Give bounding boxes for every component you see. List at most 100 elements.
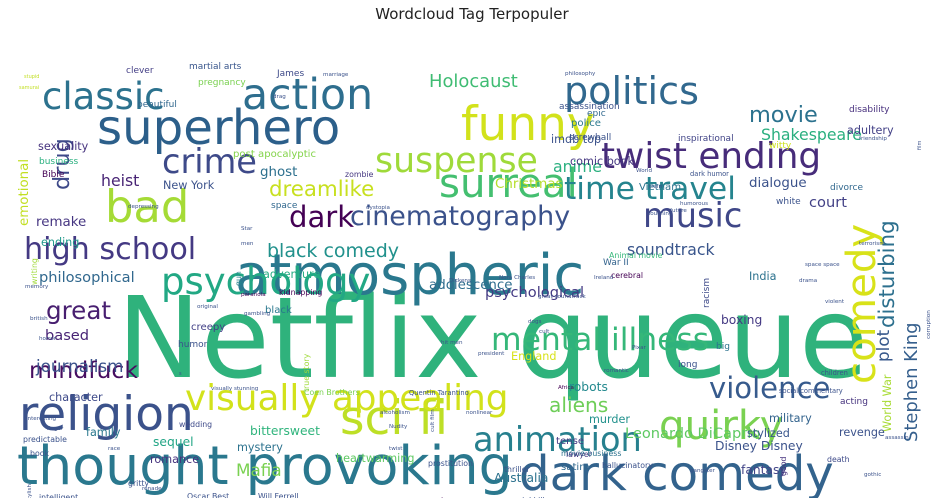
word-war-ii: War II	[603, 258, 629, 268]
word-quentin-tarantino: Quentin Tarantino	[409, 389, 469, 397]
word-british: british	[30, 316, 48, 322]
word-sci-fi: sci fi	[340, 391, 448, 446]
word-nudity: Nudity	[389, 424, 408, 430]
word-classic: classic	[42, 75, 164, 118]
word-romantic: romantic	[604, 368, 629, 374]
word-remake: remake	[36, 215, 86, 230]
word-christmas: Christmas	[495, 177, 563, 192]
word-music: music	[643, 196, 742, 235]
word-leonardo-dicaprio: Leonardo DiCaprio	[625, 425, 760, 442]
word-atmospheric: atmospheric	[235, 243, 584, 308]
word-ending: ending	[41, 236, 79, 249]
word-violence: violence	[709, 371, 830, 405]
word-mindfuck: mindfuck	[29, 356, 138, 384]
word-shakespeare: Shakespeare	[761, 125, 862, 144]
word-oscar-best: Oscar Best	[187, 492, 229, 498]
word-hallucinatory: hallucinatory	[602, 461, 653, 470]
word-screwball: screwball	[569, 133, 611, 143]
word-funny: funny	[461, 97, 595, 152]
word-fantasy: fantasy	[741, 463, 787, 477]
word-quirky: quirky	[659, 402, 784, 449]
word-action: action	[242, 70, 373, 120]
word-character: character	[49, 391, 103, 404]
word-adventure: adventure	[263, 268, 320, 281]
word-story: story	[437, 496, 457, 498]
word-murder: murder	[589, 413, 630, 426]
word-stupid: stupid	[24, 74, 39, 80]
word-sexuality: sexuality	[38, 140, 89, 153]
word-corruption: corruption	[926, 310, 932, 339]
word-twist-ending: twist ending	[601, 136, 821, 177]
word-roger: Roger	[47, 426, 64, 432]
word-dark: dark	[289, 200, 354, 234]
word-social-commentary: social commentary	[779, 387, 843, 395]
word-predictable: predictable	[23, 435, 67, 444]
word-alcoholism: alcoholism	[380, 410, 410, 416]
word-heist: heist	[101, 171, 139, 190]
word-gritty: gritty	[128, 479, 149, 488]
word-emotional: emotional	[17, 159, 32, 226]
word-assassination: assassination	[559, 102, 620, 112]
word-superhero: superhero	[97, 100, 340, 156]
word-writing: writing	[30, 258, 39, 285]
word-stephen-king: Stephen King	[901, 322, 922, 442]
word-long: long	[678, 360, 697, 370]
word-zombie: zombie	[345, 170, 374, 179]
word-cult: cult	[539, 329, 550, 335]
word-paranoia: paranoia	[241, 292, 266, 298]
word-time-travel: time travel	[564, 171, 736, 207]
word-humorous: humorous	[680, 201, 708, 207]
word-great: great	[46, 296, 111, 325]
word-comedy: comedy	[838, 224, 885, 384]
word-children: children	[821, 369, 848, 377]
word-twist: twist	[389, 446, 403, 452]
word-future: future	[670, 208, 687, 214]
word-horror: horror	[39, 336, 57, 342]
word-black: black	[265, 305, 292, 316]
word-bad: bad	[105, 180, 189, 233]
word-gangster: gangster	[690, 468, 716, 474]
word-men: men	[241, 241, 254, 247]
word-wedding: wedding	[179, 420, 212, 429]
word-humor: humor	[178, 340, 208, 350]
word-clever: clever	[126, 66, 154, 76]
word-assassin: assassin	[885, 435, 909, 441]
word-pregnancy: pregnancy	[198, 78, 246, 88]
word-hit-men: hit men	[441, 340, 463, 346]
word-comic-book: comic book	[570, 155, 634, 168]
word-prostitution: prostitution	[428, 459, 473, 468]
word-surreal: surreal	[439, 160, 578, 207]
word-satire: satire	[561, 462, 589, 473]
word-family: family	[86, 426, 121, 439]
word-africa: Africa	[558, 385, 574, 391]
word-creepy: creepy	[191, 322, 225, 333]
word-space-space: space space	[805, 262, 840, 268]
word-dark-humor: dark humor	[690, 170, 729, 178]
word-good: good	[779, 457, 788, 476]
word-white: white	[776, 197, 801, 207]
word-memory: memory	[25, 284, 49, 290]
word-post-apocalyptic: post apocalyptic	[233, 149, 316, 160]
word-samurai: samurai	[19, 85, 39, 91]
word-renade: renade	[142, 486, 162, 492]
word-terrorism: terrorism	[859, 241, 885, 247]
word-robots: robots	[569, 380, 608, 394]
chart-title: Wordcloud Tag Terpopuler	[375, 5, 569, 23]
word-train: train	[649, 184, 662, 190]
word-friendship: friendship	[859, 136, 887, 142]
word-mental-illness: mental illness	[491, 322, 709, 358]
word-kidnapping: kidnapping	[279, 288, 322, 297]
word-religion: religion	[19, 387, 194, 442]
word-dystopia: dystopia	[366, 205, 390, 211]
word-visually-stunning: visually stunning	[211, 386, 259, 392]
word-india: India	[749, 270, 776, 283]
word-animation: animation	[473, 420, 642, 459]
word-heartwarming: heartwarming	[336, 452, 414, 465]
word-philosophical: philosophical	[39, 269, 135, 286]
word-adolescence: adolescence	[429, 278, 513, 293]
word-sequel: sequel	[153, 435, 194, 449]
word-marriage: marriage	[323, 72, 349, 78]
word-disney-disney: Disney Disney	[715, 439, 803, 453]
word-psychological: psychological	[485, 284, 584, 301]
word-stylized: stylized	[747, 427, 790, 440]
